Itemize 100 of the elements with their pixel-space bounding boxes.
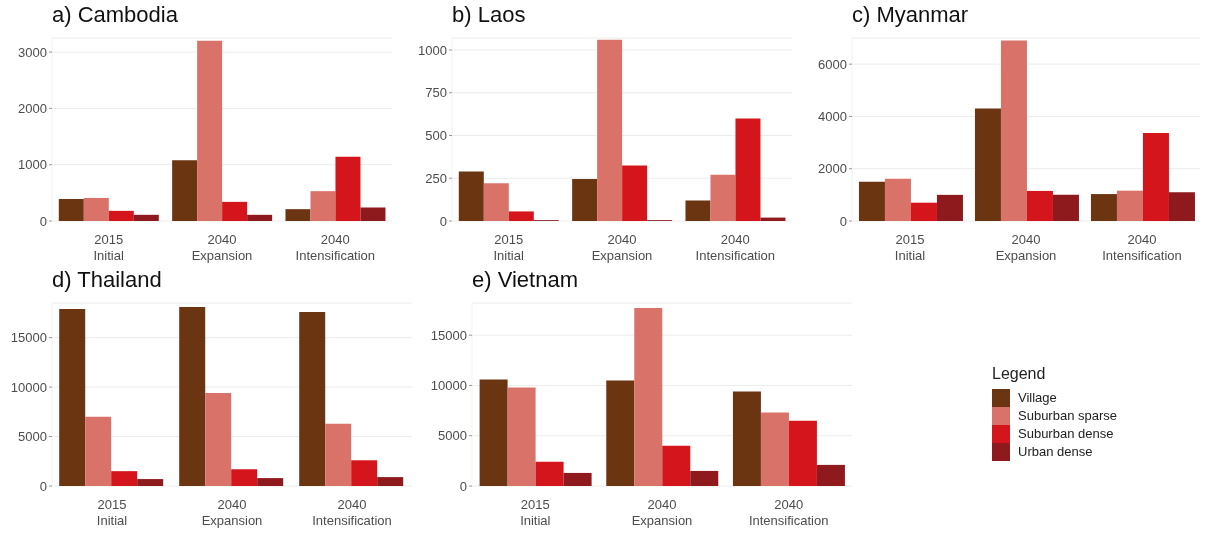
y-tick-label: 5000: [18, 429, 47, 445]
bar: [974, 108, 1001, 221]
x-tick-label: 2040 Expansion: [995, 232, 1057, 263]
bar: [1168, 192, 1195, 221]
y-tick-label: 0: [39, 478, 47, 494]
bar: [360, 207, 386, 221]
legend-label: Suburban sparse: [1018, 408, 1118, 423]
bar: [788, 420, 817, 486]
bar: [351, 460, 378, 486]
y-tick-label: 10000: [10, 379, 47, 395]
x-tick-label: 2040 Expansion: [191, 232, 253, 263]
bar: [662, 445, 691, 486]
bar: [111, 471, 138, 486]
bar: [85, 416, 112, 486]
x-tick-label: 2040 Intensification: [1102, 232, 1182, 263]
x-tick-label: 2015 Initial: [96, 497, 128, 528]
y-tick-label: 500: [425, 128, 447, 144]
bar: [137, 479, 164, 486]
legend-label: Suburban dense: [1018, 426, 1114, 441]
chart-title: b) Laos: [452, 2, 526, 28]
bar: [133, 214, 159, 221]
y-tick-label: 750: [425, 85, 447, 101]
bar: [622, 165, 648, 221]
chart-title: a) Cambodia: [52, 2, 178, 28]
bar: [597, 39, 623, 221]
bar: [231, 469, 258, 486]
y-tick-label: 15000: [10, 330, 47, 346]
bar: [572, 179, 598, 221]
bar: [732, 391, 761, 486]
x-tick-label: 2040 Expansion: [201, 497, 263, 528]
bar: [858, 181, 885, 221]
bar: [1142, 132, 1169, 221]
y-tick-label: 0: [39, 213, 47, 229]
bar: [179, 306, 206, 486]
y-tick-label: 15000: [430, 327, 467, 343]
bar: [335, 156, 361, 221]
x-tick-label: 2015 Initial: [493, 232, 524, 263]
y-tick-label: 0: [459, 478, 467, 494]
bar: [507, 387, 536, 486]
x-tick-label: 2040 Expansion: [591, 232, 653, 263]
x-tick-label: 2040 Intensification: [312, 497, 392, 528]
bar: [377, 477, 404, 486]
y-tick-label: 5000: [438, 428, 467, 444]
bar: [247, 214, 273, 221]
legend-label: Village: [1018, 390, 1057, 405]
bar: [816, 464, 845, 486]
legend-title: Legend: [992, 364, 1047, 383]
bar: [59, 308, 86, 486]
chart-title: c) Myanmar: [852, 2, 969, 28]
bar: [310, 191, 336, 221]
bar: [83, 197, 109, 221]
bar: [735, 118, 761, 221]
bar: [285, 209, 311, 221]
bar: [325, 423, 352, 486]
bar: [58, 199, 84, 221]
bar: [936, 194, 963, 221]
bar: [257, 478, 284, 486]
y-tick-label: 4000: [818, 109, 847, 125]
y-tick-label: 10000: [430, 378, 467, 394]
bar: [690, 470, 719, 486]
bar: [634, 308, 663, 486]
y-tick-label: 0: [439, 213, 447, 229]
y-tick-label: 0: [839, 213, 847, 229]
bar: [910, 202, 937, 221]
x-tick-label: 2040 Expansion: [631, 497, 693, 528]
bar: [299, 311, 326, 486]
bar: [710, 174, 736, 221]
bar: [1052, 194, 1079, 221]
x-tick-label: 2040 Intensification: [295, 232, 376, 263]
y-tick-label: 6000: [818, 56, 847, 72]
y-tick-label: 3000: [18, 44, 47, 60]
x-tick-label: 2015 Initial: [520, 497, 551, 528]
bar: [172, 160, 198, 221]
legend-label: Urban dense: [1018, 444, 1093, 459]
bar: [108, 210, 134, 221]
bar: [606, 380, 635, 486]
bar: [1116, 190, 1143, 221]
chart-title: d) Thailand: [52, 267, 162, 293]
x-tick-label: 2040 Intensification: [695, 232, 776, 263]
bar: [483, 183, 509, 221]
bar: [760, 412, 789, 486]
bar: [535, 461, 564, 486]
bar: [508, 211, 534, 221]
bar: [1090, 194, 1117, 221]
y-tick-label: 1000: [418, 42, 447, 58]
y-tick-label: 1000: [18, 157, 47, 173]
bar: [563, 472, 592, 486]
y-tick-label: 2000: [818, 161, 847, 177]
bar: [222, 201, 248, 221]
bar: [884, 178, 911, 221]
y-tick-label: 250: [425, 170, 447, 186]
x-tick-label: 2040 Intensification: [748, 497, 829, 528]
bar: [458, 171, 484, 221]
y-tick-label: 2000: [18, 101, 47, 116]
bar: [479, 379, 508, 486]
x-tick-label: 2015 Initial: [93, 232, 124, 263]
bar: [197, 40, 223, 221]
bar: [685, 200, 711, 221]
bar: [205, 393, 232, 486]
chart-title: e) Vietnam: [472, 267, 578, 293]
